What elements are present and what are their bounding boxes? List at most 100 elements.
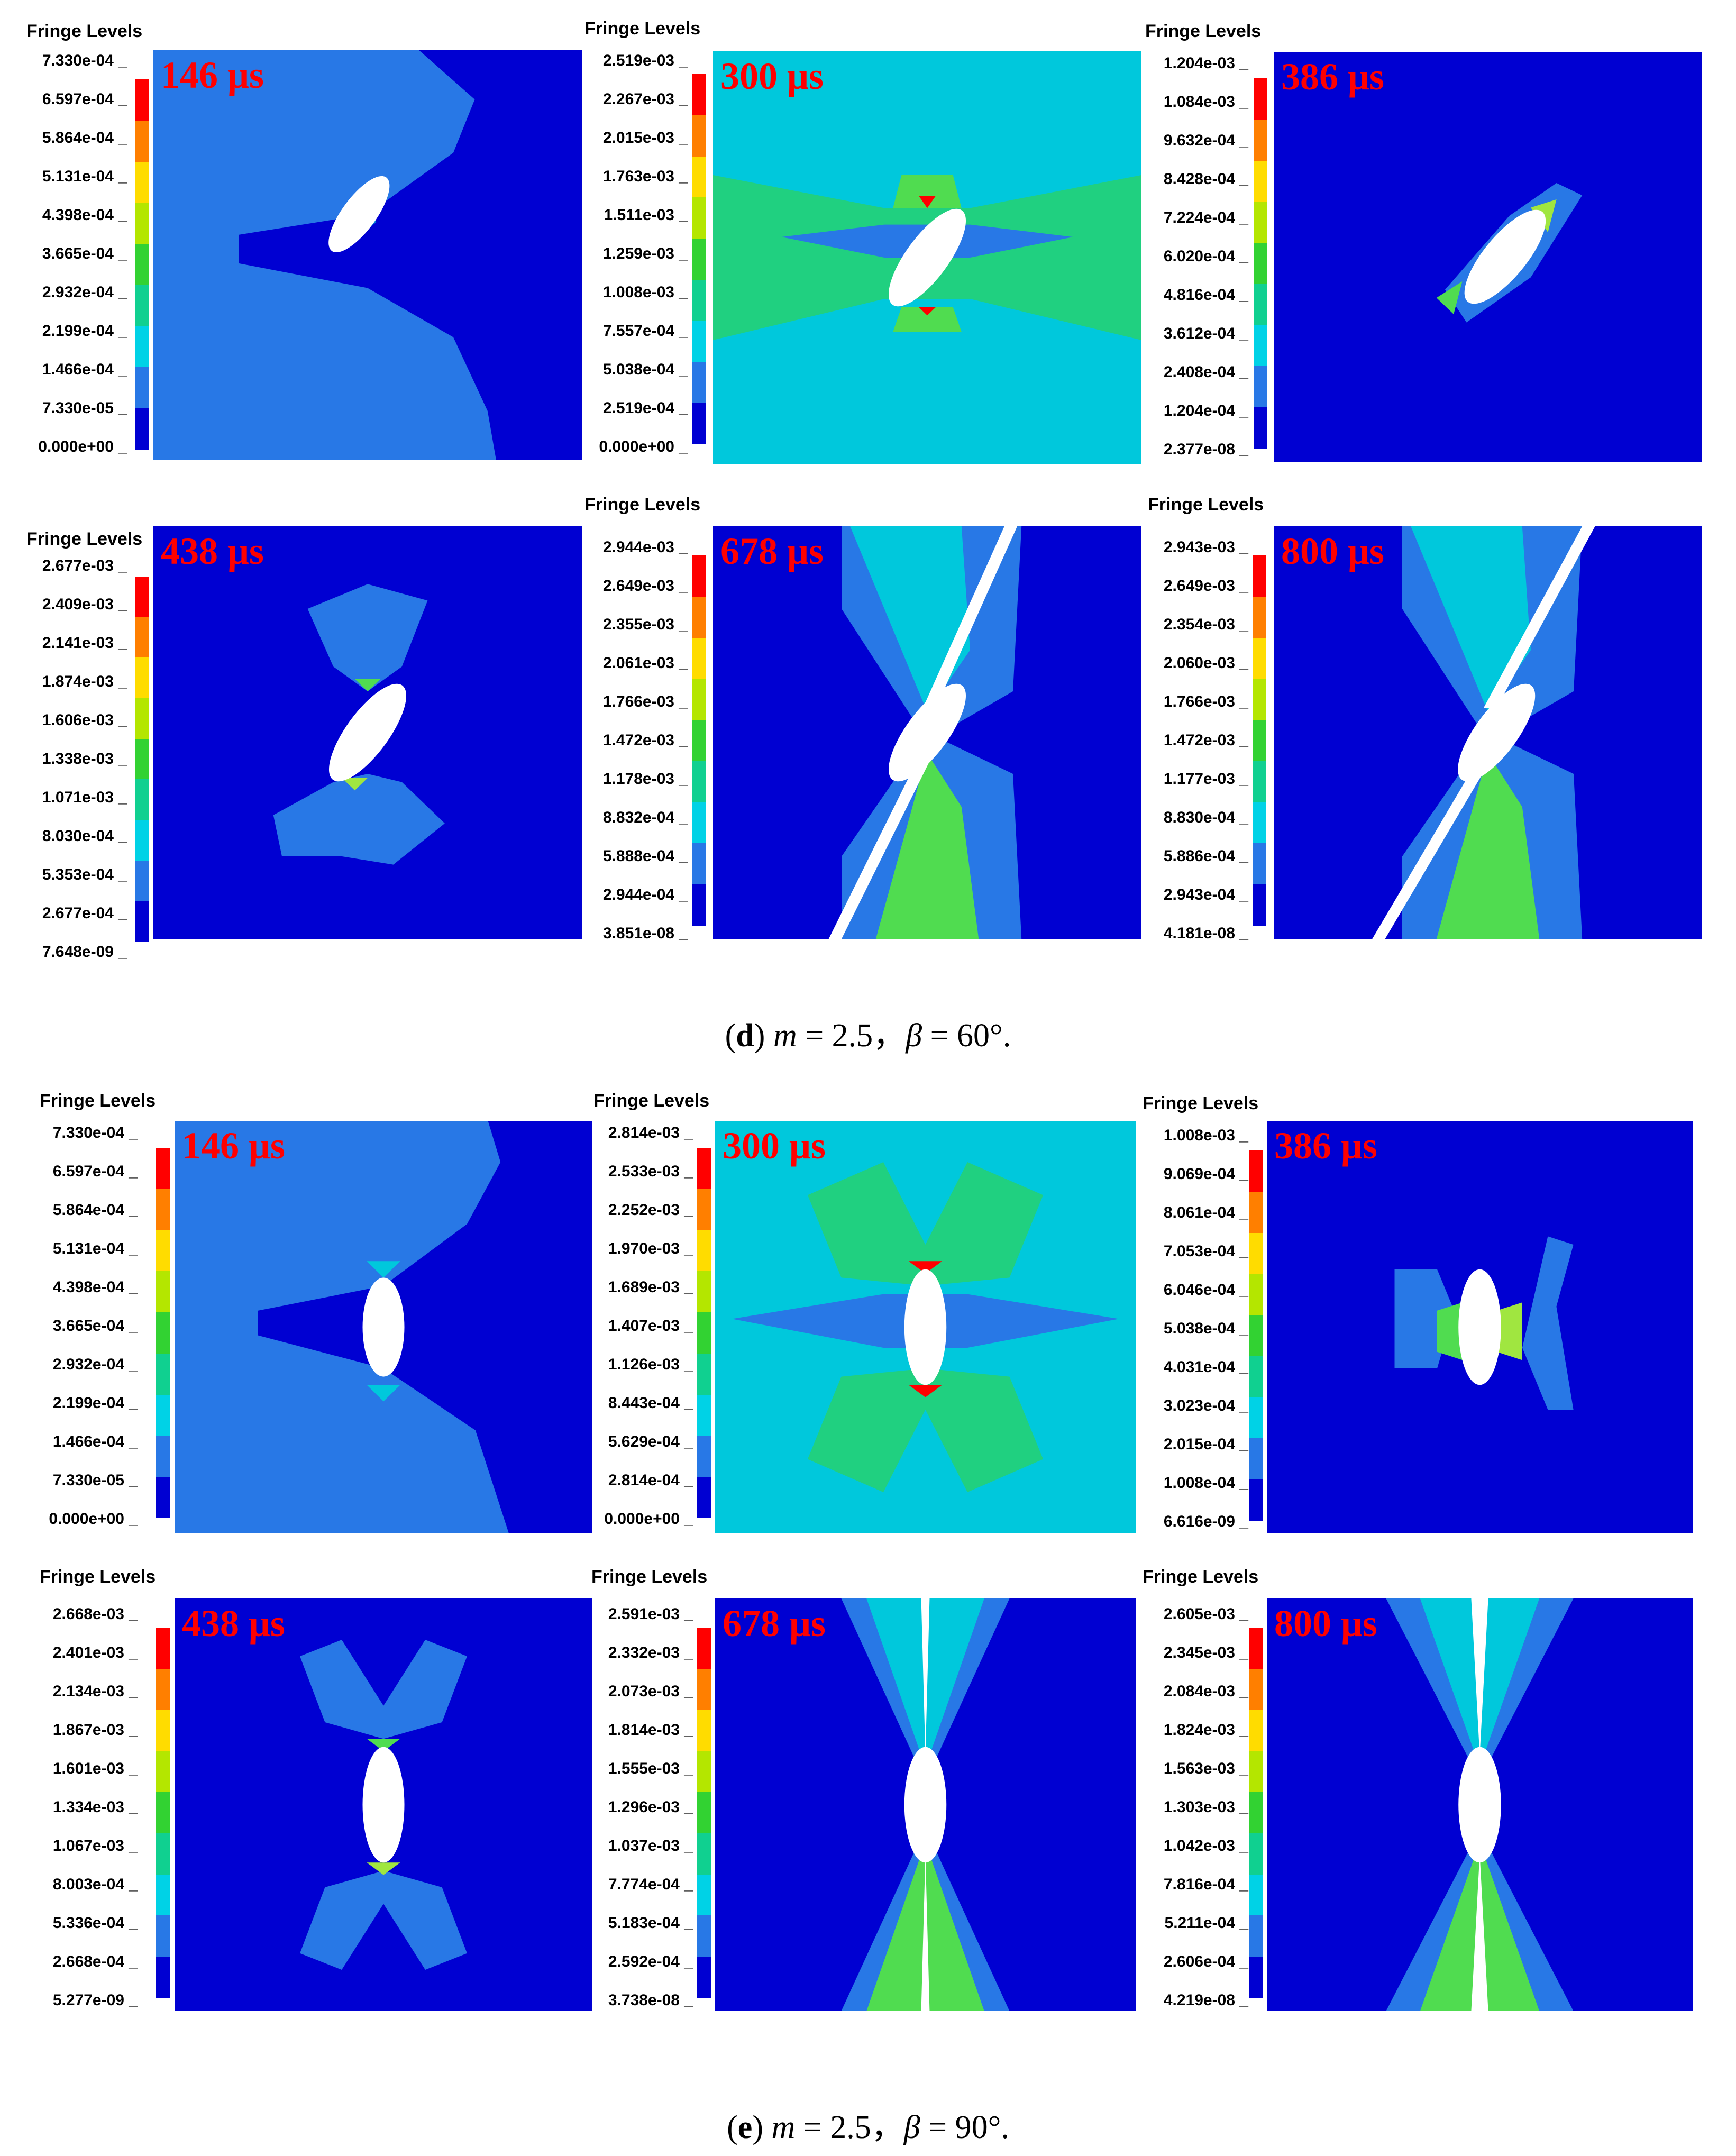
colorbar	[692, 555, 706, 926]
level-label: 9.069e-04 _	[1163, 1165, 1248, 1183]
colorbar-band	[1253, 761, 1266, 802]
level-label: 2.354e-03 _	[1163, 616, 1248, 633]
caption-angle: = 60°.	[922, 1018, 1011, 1054]
caption-angle: = 90°.	[920, 2109, 1009, 2145]
contour-region	[918, 196, 936, 208]
level-labels: 2.943e-03 _ 2.649e-03 _ 2.354e-03 _ 2.060e-…	[1137, 540, 1248, 942]
contour-region	[921, 1598, 930, 1756]
level-label: 5.183e-04 _	[608, 1914, 693, 1932]
level-label: 7.330e-04 _	[42, 52, 127, 69]
caption-letter: d	[736, 1018, 754, 1054]
colorbar-band	[692, 115, 706, 157]
hole	[904, 1747, 947, 1863]
level-label: 7.330e-05 _	[42, 399, 127, 417]
colorbar	[1253, 555, 1266, 926]
contour-region	[273, 774, 445, 865]
colorbar-band	[697, 1312, 711, 1354]
contour-region	[354, 679, 381, 691]
colorbar-band	[697, 1148, 711, 1189]
level-label: 0.000e+00 _	[599, 438, 688, 455]
colorbar-band	[156, 1312, 170, 1354]
level-label: 1.867e-03 _	[52, 1721, 138, 1739]
colorbar-band	[692, 596, 706, 638]
level-label: 7.330e-05 _	[52, 1472, 138, 1489]
level-label: 5.131e-04 _	[52, 1240, 138, 1257]
contour-region	[1436, 281, 1463, 314]
colorbar-band	[1249, 1792, 1263, 1833]
level-label: 2.355e-03 _	[602, 616, 688, 633]
colorbar-band	[1254, 284, 1267, 325]
contour-field	[713, 526, 1141, 939]
colorbar-band	[1253, 720, 1266, 761]
colorbar-band	[1249, 1356, 1263, 1397]
level-label: 2.668e-04 _	[52, 1953, 138, 1970]
time-label: 386 μs	[1281, 56, 1384, 98]
caption-letter: e	[737, 2109, 753, 2145]
level-label: 7.816e-04 _	[1163, 1876, 1248, 1893]
level-label: 4.398e-04 _	[42, 206, 127, 224]
contour-field	[175, 1598, 592, 2011]
colorbar-band	[135, 577, 149, 617]
contour-region	[367, 1739, 400, 1751]
contour-field	[715, 1598, 1136, 2011]
contour-plot: 438 μs	[153, 526, 582, 939]
colorbar-band	[156, 1957, 170, 1998]
level-label: 2.606e-04 _	[1163, 1953, 1248, 1970]
colorbar-band	[1254, 160, 1267, 202]
contour-field	[1267, 1598, 1693, 2011]
colorbar	[692, 74, 706, 444]
colorbar	[1254, 78, 1267, 449]
level-label: 7.557e-04 _	[602, 322, 688, 340]
level-label: 5.629e-04 _	[608, 1433, 693, 1450]
colorbar-band	[692, 679, 706, 720]
colorbar-band	[1253, 802, 1266, 844]
caption-beta: β	[906, 1018, 922, 1054]
level-label: 8.061e-04 _	[1163, 1204, 1248, 1221]
level-label: 2.060e-03 _	[1163, 654, 1248, 672]
colorbar-band	[156, 1874, 170, 1916]
hole	[1458, 683, 1536, 782]
contour-region	[1411, 526, 1531, 712]
colorbar-band	[156, 1394, 170, 1436]
level-label: 5.336e-04 _	[52, 1914, 138, 1932]
colorbar-band	[692, 156, 706, 198]
level-label: 1.555e-03 _	[608, 1760, 693, 1777]
level-label: 2.073e-03 _	[608, 1683, 693, 1700]
level-label: 2.015e-03 _	[602, 129, 688, 147]
level-label: 8.443e-04 _	[608, 1394, 693, 1412]
level-label: 5.886e-04 _	[1163, 847, 1248, 865]
colorbar-band	[692, 802, 706, 844]
level-label: 7.224e-04 _	[1163, 209, 1248, 226]
hole	[1464, 209, 1546, 304]
contour-region	[875, 753, 979, 939]
level-labels: 1.008e-03 _ 9.069e-04 _ 8.061e-04 _ 7.053e-…	[1137, 1128, 1248, 1530]
panel-d-438: Fringe Levels 2.677e-03 _ 2.409e-03 _ 2.14…	[0, 524, 582, 960]
hole	[328, 683, 407, 782]
time-label: 438 μs	[182, 1602, 285, 1645]
legend-title: Fringe Levels	[40, 1091, 156, 1111]
level-label: 2.932e-04 _	[42, 284, 127, 301]
level-label: 3.738e-08 _	[608, 1991, 693, 2009]
level-labels: 2.944e-03 _ 2.649e-03 _ 2.355e-03 _ 2.061e-…	[577, 540, 688, 942]
colorbar-band	[1249, 1479, 1263, 1521]
level-label: 1.067e-03 _	[52, 1837, 138, 1854]
level-label: 5.131e-04 _	[42, 168, 127, 185]
contour-region	[1496, 1302, 1522, 1360]
colorbar-band	[692, 239, 706, 280]
level-label: 2.814e-04 _	[608, 1472, 693, 1489]
level-label: 4.398e-04 _	[52, 1278, 138, 1296]
contour-field	[153, 526, 582, 939]
colorbar-band	[697, 1792, 711, 1833]
contour-field	[1274, 526, 1702, 939]
panel-d-800: Fringe Levels 2.943e-03 _ 2.649e-03 _ 2.35…	[1137, 495, 1736, 944]
colorbar-band	[135, 367, 149, 409]
level-label: 3.665e-04 _	[42, 245, 127, 262]
colorbar-band	[697, 1915, 711, 1957]
colorbar-band	[156, 1271, 170, 1313]
colorbar-band	[135, 901, 149, 942]
level-label: 1.338e-03 _	[42, 750, 127, 768]
level-label: 7.774e-04 _	[608, 1876, 693, 1893]
panel-e-678: Fringe Levels 2.591e-03 _ 2.332e-03 _ 2.07…	[582, 1567, 1148, 2016]
level-label: 2.592e-04 _	[608, 1953, 693, 1970]
colorbar-band	[697, 1833, 711, 1875]
